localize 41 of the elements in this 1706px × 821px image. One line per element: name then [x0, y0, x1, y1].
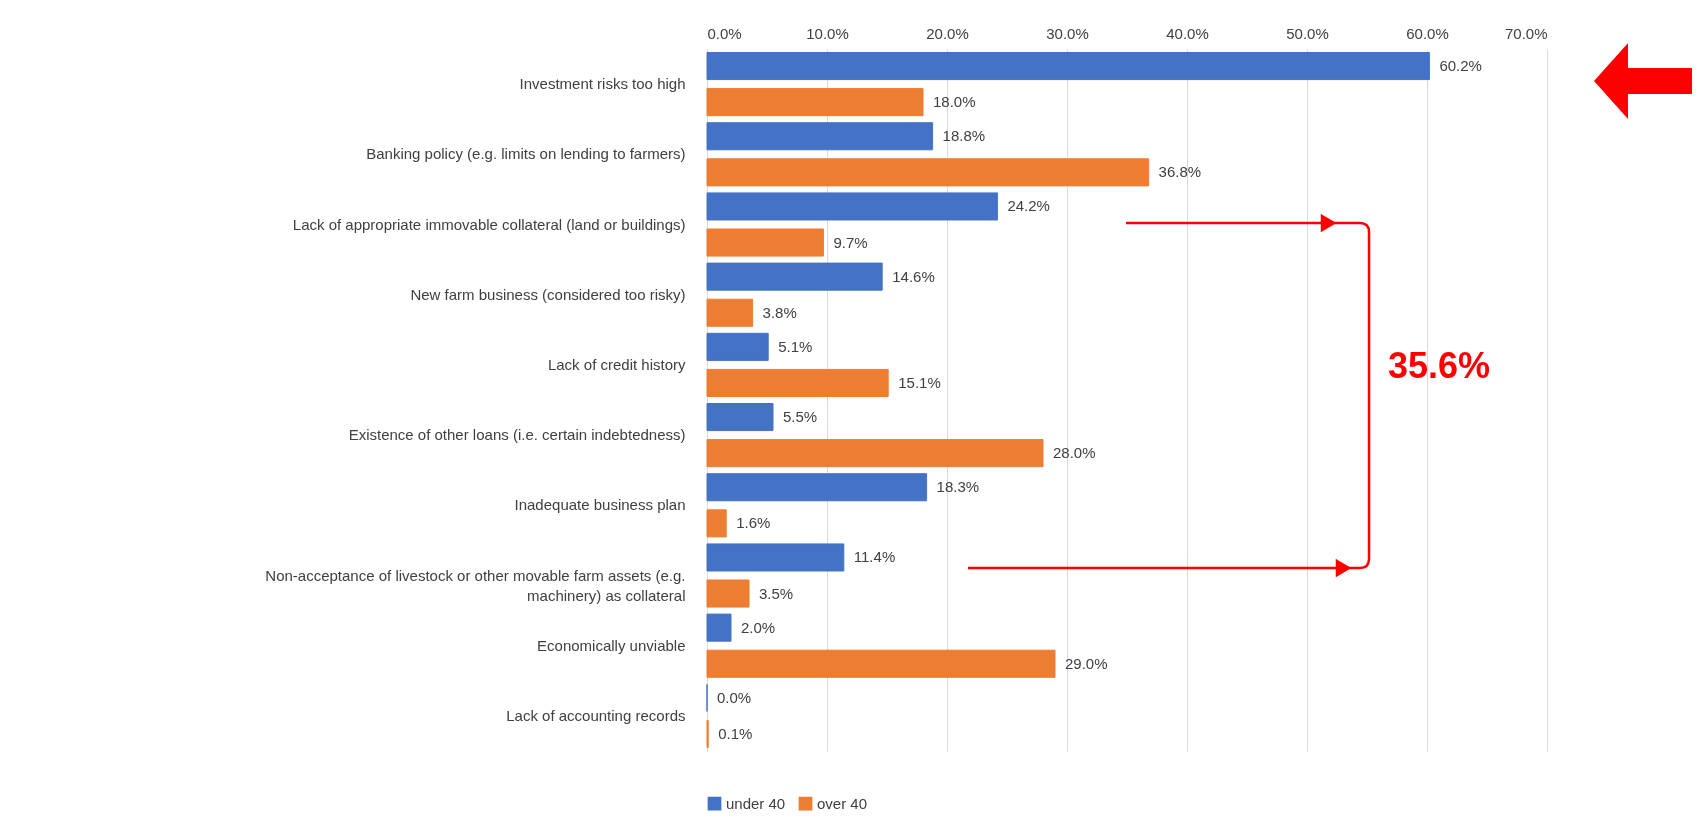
data-label: 3.8% — [762, 303, 797, 321]
data-label: 60.2% — [1439, 57, 1482, 75]
y-tick-label: Inadequate business plan — [514, 496, 686, 514]
data-label: 29.0% — [1065, 654, 1108, 672]
data-label: 24.2% — [1007, 197, 1050, 215]
x-tick-label: 70.0% — [1504, 24, 1548, 42]
legend-label: over 40 — [817, 794, 868, 812]
data-label: 9.7% — [833, 233, 868, 251]
y-tick-label: Lack of appropriate immovable collateral (land or buildings) — [292, 215, 686, 233]
x-tick-label: 10.0% — [806, 24, 849, 42]
x-tick-label: 0.0% — [707, 24, 742, 42]
y-tick-label: Economically unviable — [537, 636, 686, 654]
data-label: 0.1% — [718, 724, 753, 742]
y-tick-label: Investment risks too high — [519, 75, 686, 93]
x-tick-label: 50.0% — [1286, 24, 1329, 42]
data-label: 5.1% — [778, 337, 813, 355]
data-label: 5.5% — [783, 408, 818, 426]
data-label: 36.8% — [1158, 163, 1202, 181]
legend-label: under 40 — [726, 794, 786, 812]
y-tick-label: Existence of other loans (i.e. certain indebtedness) — [348, 426, 686, 444]
data-label: 18.8% — [942, 127, 986, 145]
y-tick-label: Non-acceptance of livestock or other movable farm assets (e.g. machinery) as collateral — [265, 566, 686, 604]
data-label: 11.4% — [853, 548, 896, 566]
data-label: 3.5% — [759, 584, 794, 602]
data-label: 18.3% — [936, 478, 980, 496]
y-tick-label: New farm business (considered too risky) — [410, 285, 686, 303]
data-label: 14.6% — [892, 267, 935, 285]
data-label: 1.6% — [736, 514, 771, 532]
data-label: 28.0% — [1053, 444, 1096, 462]
x-tick-label: 60.0% — [1406, 24, 1449, 42]
y-tick-label: Banking policy (e.g. limits on lending to farmers) — [366, 145, 686, 163]
x-tick-label: 20.0% — [926, 24, 969, 42]
annotation: 35.6% — [1388, 345, 1491, 387]
data-label: 0.0% — [717, 688, 752, 706]
x-tick-label: 30.0% — [1046, 24, 1089, 42]
data-label: 2.0% — [741, 618, 776, 636]
y-tick-label: Lack of accounting records — [506, 706, 686, 724]
y-tick-label: Lack of credit history — [547, 355, 686, 373]
data-label: 15.1% — [898, 373, 941, 391]
data-label: 18.0% — [933, 93, 976, 111]
x-tick-label: 40.0% — [1166, 24, 1209, 42]
